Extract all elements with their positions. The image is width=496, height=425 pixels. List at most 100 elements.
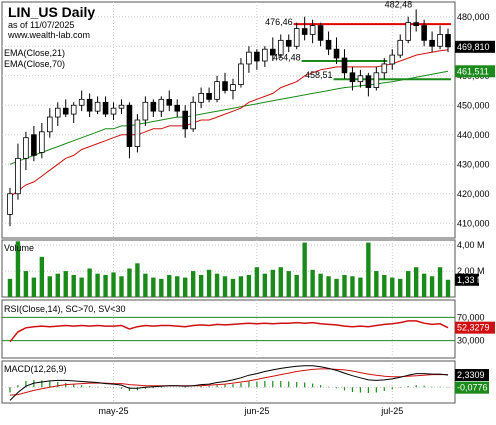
volume-bar <box>215 274 219 297</box>
volume-bar <box>318 274 322 297</box>
rsi-tick-label: 70,000 <box>457 312 485 322</box>
rsi-tick-label: 30,000 <box>457 336 485 346</box>
last-value-badge: 469,810 <box>457 42 490 52</box>
candle-body <box>127 105 132 146</box>
candle-body <box>39 132 44 153</box>
candle-body <box>302 29 307 35</box>
candle-body <box>111 108 116 114</box>
volume-bar <box>334 279 338 297</box>
volume-bar <box>438 267 442 297</box>
volume-bar <box>32 278 36 297</box>
candle-body <box>135 120 140 147</box>
candle-body <box>199 93 204 102</box>
volume-bar <box>48 276 52 297</box>
volume-bar <box>446 280 450 297</box>
candle-body <box>183 111 188 129</box>
volume-bar <box>64 271 68 297</box>
chart-subtitle: as of 11/07/2025 <box>8 20 74 30</box>
volume-bar <box>263 274 267 297</box>
macd-last-badge: 2,3309 <box>457 370 485 380</box>
candle-body <box>71 105 76 114</box>
candle-body <box>63 108 68 114</box>
volume-bar <box>302 243 306 297</box>
candle-body <box>414 23 419 26</box>
candle-body <box>422 26 427 41</box>
candle-body <box>358 76 363 82</box>
volume-bar <box>406 271 410 297</box>
volume-bar <box>175 276 179 297</box>
macd-hist-last-badge: -0,0776 <box>457 383 488 393</box>
candle-body <box>366 76 371 88</box>
volume-bar <box>191 271 195 297</box>
candle-body <box>151 102 156 111</box>
volume-bar <box>247 275 251 297</box>
candle-body <box>16 158 21 193</box>
candle-body <box>406 23 411 41</box>
candle-body <box>262 49 267 61</box>
candle-body <box>87 99 92 111</box>
volume-label: Volume <box>4 243 34 253</box>
candle-body <box>207 93 212 99</box>
rsi-last-badge: 52,3279 <box>457 323 490 333</box>
x-tick-label: may-25 <box>99 406 129 416</box>
x-tick-label: jul-25 <box>380 406 403 416</box>
volume-bar <box>382 275 386 297</box>
volume-bar <box>143 274 147 297</box>
candle-body <box>398 40 403 55</box>
price-tick-label: 440,000 <box>457 130 490 140</box>
candle-body <box>334 49 339 58</box>
price-tick-label: 480,000 <box>457 12 490 22</box>
last-value-badge: 461,511 <box>457 66 489 76</box>
candle-body <box>342 58 347 73</box>
volume-bar <box>111 272 115 297</box>
volume-bar <box>287 271 291 297</box>
volume-bar <box>310 270 314 297</box>
price-tick-label: 450,000 <box>457 100 490 110</box>
volume-bar <box>414 267 418 297</box>
candle-body <box>326 40 331 49</box>
candle-body <box>430 40 435 46</box>
volume-bar <box>374 271 378 297</box>
volume-bar <box>207 270 211 297</box>
price-annotation: 482,48 <box>385 0 413 9</box>
volume-bar <box>127 269 131 298</box>
candle-body <box>318 26 323 41</box>
volume-bar <box>119 276 123 297</box>
candle-body <box>47 117 52 132</box>
ema70-label: EMA(Close,70) <box>4 59 65 69</box>
volume-bar <box>350 276 354 297</box>
volume-bar <box>422 274 426 297</box>
volume-bar <box>390 278 394 297</box>
volume-bar <box>135 263 139 297</box>
volume-bar <box>223 276 227 297</box>
price-annotation: 464,48 <box>273 53 301 63</box>
volume-bar <box>430 276 434 297</box>
candle-body <box>175 105 180 111</box>
volume-panel-bg <box>2 240 455 297</box>
candle-body <box>247 52 252 64</box>
volume-bar <box>271 270 275 297</box>
macd-label: MACD(12,26,9) <box>4 364 67 374</box>
candle-body <box>143 102 148 120</box>
candle-body <box>350 73 355 82</box>
price-annotation: 476,46 <box>265 17 293 27</box>
candle-body <box>390 55 395 64</box>
volume-bar <box>279 267 283 297</box>
candle-body <box>55 108 60 117</box>
volume-bar <box>79 278 83 297</box>
volume-bar <box>103 275 107 297</box>
candle-body <box>31 135 36 156</box>
candle-body <box>159 99 164 111</box>
watermark: www.wealth-lab.com <box>7 30 90 40</box>
candle-body <box>103 102 108 114</box>
volume-bar <box>366 243 370 297</box>
candle-body <box>24 138 29 159</box>
price-tick-label: 410,000 <box>457 218 490 228</box>
candle-body <box>119 105 124 108</box>
volume-bar <box>56 274 60 297</box>
candle-body <box>223 82 228 91</box>
volume-bar <box>398 279 402 297</box>
volume-bar <box>95 274 99 297</box>
candle-body <box>310 26 315 35</box>
